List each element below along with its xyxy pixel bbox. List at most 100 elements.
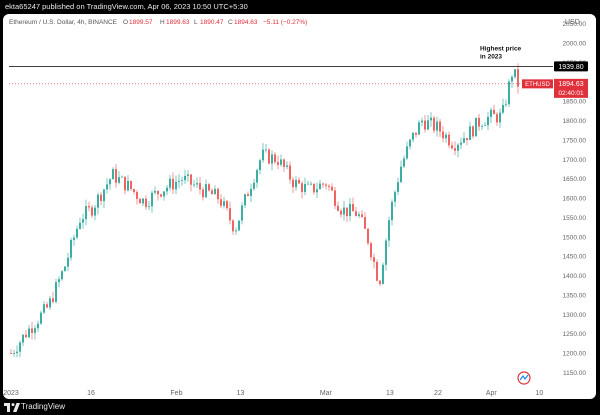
candle-body	[205, 184, 207, 198]
candle-body	[343, 207, 345, 215]
candle-body	[76, 228, 78, 238]
candle-body	[148, 206, 150, 208]
candle-body	[229, 208, 231, 221]
candle-body	[325, 184, 327, 186]
candle-body	[289, 165, 291, 180]
high-label: H	[160, 19, 165, 26]
candle-body	[298, 179, 300, 184]
candle-body	[427, 120, 429, 130]
candle-body	[397, 182, 399, 192]
candle-body	[166, 187, 168, 192]
candle-body	[268, 149, 270, 164]
candle-body	[10, 353, 12, 354]
candle-body	[283, 159, 285, 167]
candle-body	[130, 181, 132, 190]
candle-body	[367, 228, 369, 244]
candle-body	[457, 144, 459, 151]
candle-body	[505, 104, 507, 106]
candle-body	[508, 81, 510, 105]
published-line: ekta65247 published on TradingView.com, …	[5, 2, 248, 11]
symbol-title: Ethereum / U.S. Dollar, 4h, BINANCE	[9, 19, 118, 26]
candle-body	[316, 189, 318, 193]
candle-body	[358, 214, 360, 217]
candle-body	[352, 203, 354, 212]
candle-body	[37, 323, 39, 329]
chart-settings-icon[interactable]	[517, 371, 531, 385]
low-label: L	[194, 19, 198, 26]
candle-body	[502, 104, 504, 113]
date-tick-label: 13	[386, 390, 394, 397]
price-tick-label: 1350.00	[563, 292, 587, 299]
candle-body	[193, 184, 195, 186]
candle-body	[418, 122, 420, 135]
price-tick-label: 1700.00	[563, 157, 587, 164]
candle-body	[265, 149, 267, 151]
publish-bar: ekta65247 published on TradingView.com, …	[0, 0, 600, 14]
date-tick-label: 10	[535, 390, 543, 397]
price-tick-label: 1450.00	[563, 254, 587, 261]
candle-body	[514, 69, 516, 77]
candle-body	[58, 279, 60, 283]
candle-body	[499, 112, 501, 123]
candle-body	[274, 154, 276, 163]
candle-body	[361, 214, 363, 218]
candle-body	[307, 183, 309, 185]
chart-panel[interactable]: Ethereum / U.S. Dollar, 4h, BINANCE O 18…	[3, 14, 596, 399]
candle-body	[73, 237, 75, 240]
candle-body	[394, 191, 396, 202]
candle-body	[34, 328, 36, 333]
candle-body	[157, 190, 159, 195]
time-axis[interactable]: 2023 16 Feb 13 Mar 13 22 Apr 10	[3, 390, 543, 397]
candle-body	[88, 206, 90, 208]
price-chart[interactable]: Ethereum / U.S. Dollar, 4h, BINANCE O 18…	[3, 14, 596, 399]
candle-body	[421, 120, 423, 123]
price-axis[interactable]: 2050.002000.001950.001900.001850.001800.…	[563, 21, 587, 377]
candle-body	[406, 146, 408, 159]
candle-body	[334, 190, 336, 206]
change-value: −5.11 (−0.27%)	[263, 19, 307, 26]
low-value: 1890.47	[200, 19, 224, 26]
candle-body	[109, 179, 111, 185]
candle-body	[151, 192, 153, 207]
candle-body	[376, 261, 378, 281]
candle-body	[85, 206, 87, 220]
candle-body	[295, 179, 297, 188]
candle-body	[490, 109, 492, 117]
candle-body	[388, 220, 390, 241]
ticker-tag	[522, 79, 553, 89]
candle-body	[52, 298, 54, 302]
highest-price-note-line2: in 2023	[480, 53, 502, 60]
price-tick-label: 1550.00	[563, 215, 587, 222]
candle-body	[70, 239, 72, 258]
date-tick-label: 13	[237, 390, 245, 397]
candle-body	[304, 184, 306, 193]
high-value: 1899.63	[166, 19, 190, 26]
candle-body	[82, 219, 84, 223]
date-tick-label: Apr	[486, 390, 498, 397]
price-tick-label: 1150.00	[563, 370, 586, 377]
candle-body	[145, 198, 147, 207]
candle-body	[118, 177, 120, 183]
currency-label: USD	[565, 19, 580, 26]
candle-body	[175, 181, 177, 190]
candle-body	[430, 117, 432, 121]
date-tick-label: Mar	[320, 390, 333, 397]
price-tick-label: 1850.00	[563, 99, 587, 106]
candle-body	[370, 243, 372, 258]
last-price-tag	[554, 78, 588, 98]
candle-body	[79, 222, 81, 229]
candle-body	[163, 191, 165, 197]
candle-body	[172, 178, 174, 190]
candle-body	[46, 304, 48, 308]
candle-body	[238, 220, 240, 231]
date-tick-label: 2023	[3, 390, 19, 397]
candle-body	[241, 205, 243, 221]
candle-body	[277, 162, 279, 165]
candle-body	[475, 117, 477, 137]
date-tick-label: Feb	[170, 390, 182, 397]
candle-body	[463, 138, 465, 143]
candle-body	[232, 220, 234, 232]
price-tick-label: 1750.00	[563, 137, 587, 144]
candle-body	[226, 201, 228, 209]
open-label: O	[123, 19, 128, 26]
